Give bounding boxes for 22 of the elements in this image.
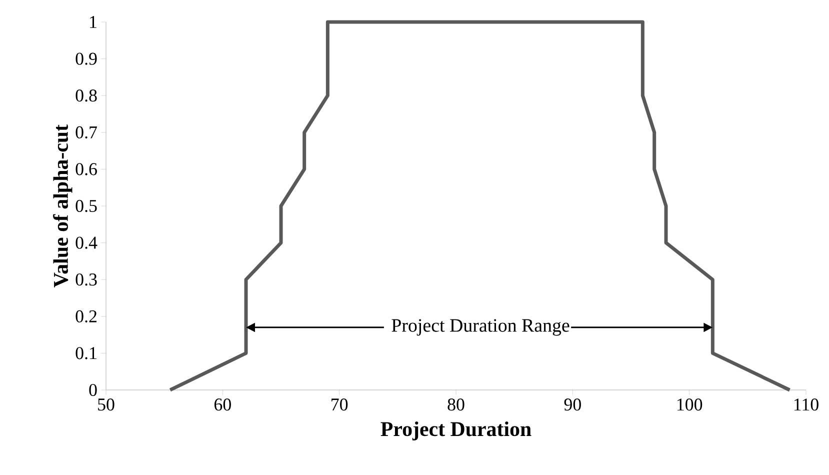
y-tick-label: 0.7 — [76, 126, 97, 138]
x-tick-label: 110 — [794, 398, 818, 411]
x-tick-label: 90 — [564, 398, 581, 411]
y-axis-title: Value of alpha-cut — [53, 124, 72, 288]
y-tick-label: 0.4 — [76, 236, 98, 249]
y-tick-label: 0.1 — [76, 347, 96, 360]
y-tick-label: 0.2 — [76, 310, 97, 322]
x-tick-label: 60 — [214, 398, 231, 411]
x-tick-label: 100 — [677, 398, 702, 411]
y-tick-label: 1 — [90, 16, 96, 28]
line-series — [168, 20, 792, 392]
y-tick-label: 0.8 — [76, 90, 97, 102]
x-axis-title: Project Duration — [380, 421, 532, 440]
x-tick-label: 70 — [332, 398, 348, 411]
x-tick-label: 80 — [448, 398, 464, 411]
y-tick-label: 0.9 — [76, 52, 97, 65]
y-tick-label: 0 — [89, 384, 97, 396]
x-tick-label: 50 — [98, 398, 114, 411]
y-tick-label: 0.6 — [76, 163, 97, 176]
y-tick-label: 0.3 — [76, 274, 97, 286]
y-tick-label: 0.5 — [76, 200, 97, 212]
annotation: Project Duration Range — [392, 319, 570, 336]
